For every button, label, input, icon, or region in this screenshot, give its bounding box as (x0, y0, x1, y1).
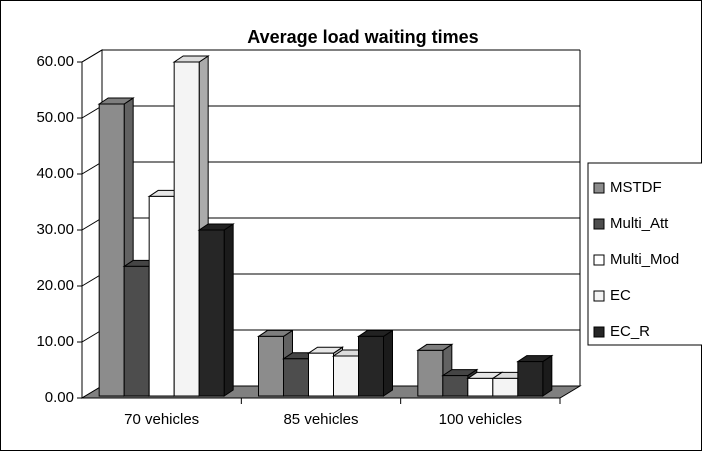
grid-line (81, 49, 580, 63)
y-tick-label: 30.00 (36, 221, 74, 238)
bar (123, 265, 150, 397)
y-tick-label: 10.00 (36, 333, 74, 350)
y-tick-label: 20.00 (36, 277, 74, 294)
x-tick-label: 100 vehicles (439, 411, 522, 428)
bar (283, 358, 309, 397)
bar (258, 335, 284, 397)
bar (148, 195, 175, 397)
legend-swatch (593, 182, 605, 194)
legend: MSTDF Multi_Att Multi_Mod EC EC_R (587, 162, 702, 346)
legend-swatch (593, 254, 605, 266)
y-tick-label: 40.00 (36, 165, 74, 182)
bar (198, 229, 225, 397)
bar (333, 355, 359, 397)
legend-box (587, 162, 702, 346)
bar-side (223, 223, 234, 397)
legend-label: MSTDF (610, 179, 662, 196)
bar (467, 377, 494, 397)
bar (417, 349, 444, 397)
x-tick-label: 85 vehicles (283, 411, 358, 428)
y-tick-label: 50.00 (36, 109, 74, 126)
legend-label: Multi_Mod (610, 251, 679, 268)
bar (492, 377, 519, 397)
y-tick-label: 60.00 (36, 53, 74, 70)
legend-label: Multi_Att (610, 215, 669, 232)
bar (517, 361, 544, 397)
bar-side (542, 354, 553, 397)
legend-label: EC_R (610, 323, 650, 340)
legend-swatch (593, 218, 605, 230)
bar (442, 375, 469, 397)
bar (308, 352, 334, 397)
bar (358, 335, 384, 397)
y-tick-label: 0.00 (45, 389, 74, 406)
legend-label: EC (610, 287, 631, 304)
legend-swatch (593, 326, 605, 338)
bar (98, 103, 125, 397)
bar (173, 61, 200, 397)
chart-title: Average load waiting times (247, 27, 478, 47)
bar-side (383, 329, 393, 397)
x-tick-label: 70 vehicles (124, 411, 199, 428)
legend-swatch (593, 290, 605, 302)
